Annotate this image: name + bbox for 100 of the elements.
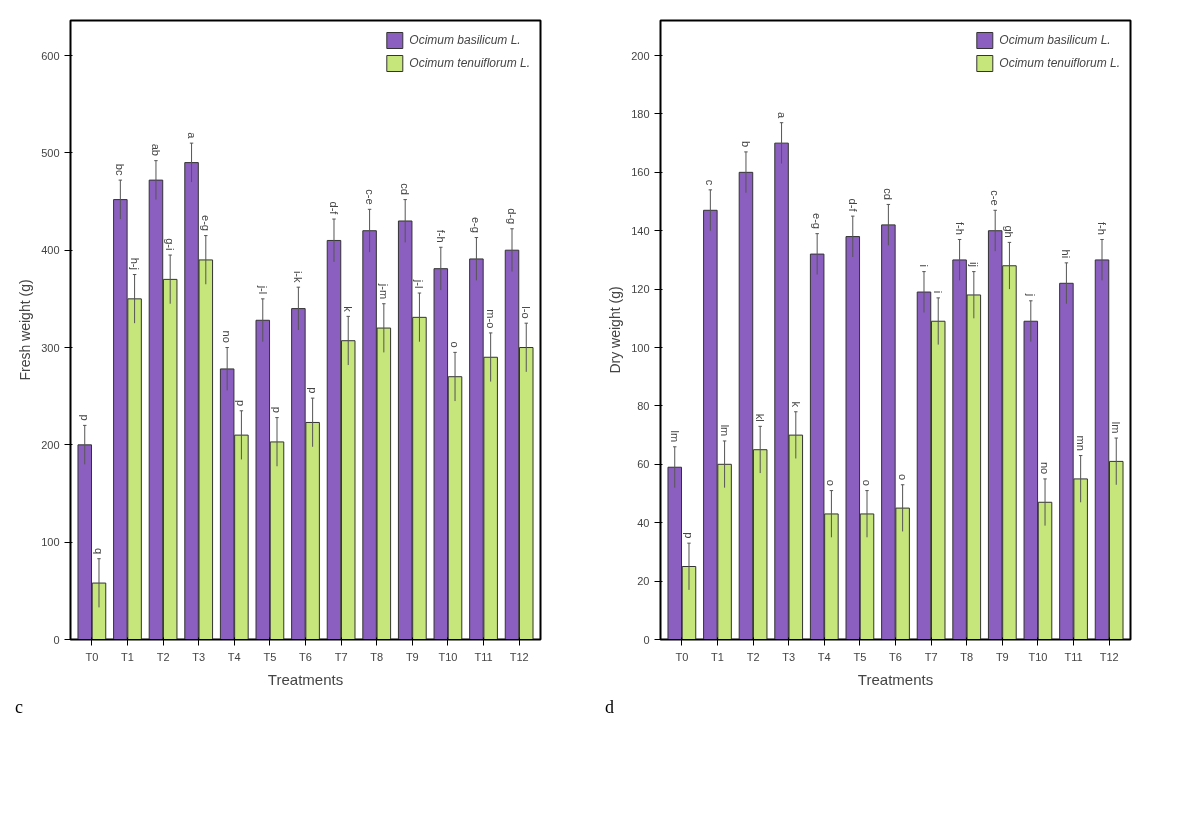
data-label: h-j: [128, 257, 141, 270]
x-tick-label: T10: [438, 650, 458, 663]
data-label: e-g: [811, 213, 824, 229]
x-tick-label: T4: [227, 650, 241, 663]
data-label: lm: [1110, 421, 1123, 434]
data-label: kl: [754, 413, 767, 422]
x-tick-label: T12: [1099, 650, 1119, 663]
y-tick-label: 200: [631, 49, 650, 62]
y-tick-label: 0: [53, 633, 60, 646]
x-tick-label: T4: [817, 650, 831, 663]
legend-label: Ocimum basilicum L.: [409, 33, 521, 47]
data-label: j-m: [377, 282, 390, 300]
data-label: no: [1039, 462, 1052, 475]
y-tick-label: 20: [637, 575, 650, 588]
data-label: b: [739, 141, 752, 148]
data-label: o: [825, 479, 838, 486]
data-label: p: [78, 414, 91, 421]
y-axis-title: Fresh weight (g): [17, 279, 34, 381]
data-label: e-g: [199, 215, 212, 231]
y-tick-label: 80: [637, 399, 650, 412]
data-label: c-e: [989, 190, 1002, 206]
y-tick-label: 400: [41, 244, 60, 257]
y-axis-title: Dry weight (g): [607, 286, 624, 374]
x-tick-label: T2: [156, 650, 170, 663]
y-tick-label: 500: [41, 146, 60, 159]
data-label: i-k: [292, 270, 305, 283]
data-label: f-h: [953, 221, 966, 235]
data-label: j-l: [256, 284, 269, 295]
legend-label: Ocimum basilicum L.: [999, 33, 1111, 47]
x-axis-title: Treatments: [267, 670, 344, 688]
text: d: [605, 696, 614, 719]
data-label: i: [932, 290, 945, 294]
data-label: p: [306, 387, 319, 394]
text: c: [15, 696, 23, 719]
data-label: bc: [114, 163, 127, 176]
x-tick-label: T0: [675, 650, 689, 663]
x-tick-label: T10: [1028, 650, 1048, 663]
data-label: gh: [1003, 225, 1016, 238]
data-label: no: [221, 330, 234, 343]
y-tick-label: 60: [637, 458, 650, 471]
x-tick-label: T9: [995, 650, 1009, 663]
data-label: d-f: [327, 201, 340, 216]
data-label: k: [789, 401, 802, 408]
data-label: q: [92, 547, 105, 555]
x-tick-label: T2: [746, 650, 760, 663]
x-tick-label: T0: [85, 650, 99, 663]
data-label: g-i: [164, 238, 177, 251]
data-label: m-o: [484, 309, 497, 329]
data-label: lm: [668, 430, 681, 443]
y-tick-label: 300: [41, 341, 60, 354]
x-tick-label: T8: [370, 650, 384, 663]
y-tick-label: 140: [631, 224, 650, 237]
data-label: p: [682, 532, 695, 539]
data-label: i: [917, 264, 930, 267]
y-tick-label: 120: [631, 283, 650, 296]
data-label: j-l: [413, 278, 426, 289]
legend-label: Ocimum tenuiflorum L.: [999, 56, 1120, 70]
x-tick-label: T7: [334, 650, 348, 663]
x-tick-label: T1: [121, 650, 134, 663]
data-label: f-h: [434, 229, 447, 243]
y-tick-label: 100: [631, 341, 650, 354]
y-tick-label: 0: [643, 633, 650, 646]
x-tick-label: T8: [960, 650, 974, 663]
data-label: o: [896, 473, 909, 481]
data-label: c-e: [363, 189, 376, 205]
y-tick-label: 600: [41, 49, 60, 62]
x-tick-label: T3: [782, 650, 796, 663]
data-label: c: [704, 179, 717, 186]
data-label: cd: [882, 188, 895, 200]
data-label: ab: [149, 143, 162, 156]
data-label: o: [449, 341, 462, 348]
x-tick-label: T9: [405, 650, 419, 663]
data-label: e-g: [470, 216, 483, 233]
data-label: p: [271, 406, 284, 413]
x-tick-label: T6: [889, 650, 902, 663]
data-label: d-g: [506, 208, 519, 225]
y-tick-label: 180: [631, 107, 650, 120]
data-label: o: [861, 479, 874, 486]
data-label: k: [342, 306, 355, 313]
x-tick-label: T5: [853, 650, 867, 663]
data-label: a: [185, 132, 198, 140]
data-label: cd: [399, 183, 412, 195]
legend-label: Ocimum tenuiflorum L.: [409, 56, 530, 70]
x-tick-label: T11: [474, 650, 493, 663]
x-tick-label: T3: [192, 650, 206, 663]
x-tick-label: T5: [263, 650, 277, 663]
data-label: f-h: [1096, 221, 1109, 235]
y-tick-label: 100: [41, 536, 60, 549]
data-label: l-o: [520, 306, 533, 319]
x-tick-label: T7: [924, 650, 938, 663]
x-tick-label: T6: [299, 650, 312, 663]
data-label: mn: [1074, 435, 1087, 451]
data-label: hi: [1060, 249, 1073, 259]
data-label: lm: [718, 424, 731, 437]
data-label: p: [235, 399, 248, 407]
x-tick-label: T1: [711, 650, 724, 663]
x-axis-title: Treatments: [857, 670, 934, 688]
data-label: a: [775, 111, 788, 119]
y-tick-label: 40: [637, 516, 650, 529]
x-tick-label: T12: [509, 650, 529, 663]
